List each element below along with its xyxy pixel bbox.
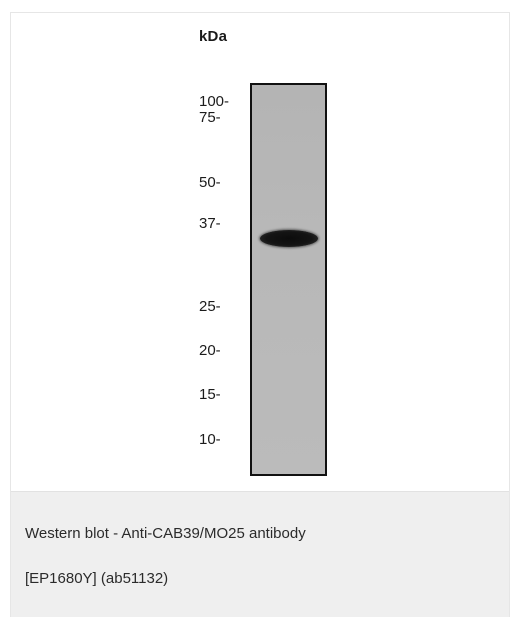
- marker-75: 75-: [199, 109, 221, 126]
- marker-25: 25-: [199, 298, 221, 315]
- protein-band: [260, 230, 318, 247]
- figure-card: kDa 100- 75- 50- 37- 25- 20- 15- 10- Wes…: [10, 12, 510, 617]
- marker-10: 10-: [199, 431, 221, 448]
- marker-15: 15-: [199, 386, 221, 403]
- marker-50: 50-: [199, 174, 221, 191]
- marker-100: 100-: [199, 93, 230, 110]
- marker-37: 37-: [199, 215, 221, 232]
- caption-antibody-id: [EP1680Y] (ab51132): [25, 570, 169, 587]
- western-blot-figure[interactable]: kDa 100- 75- 50- 37- 25- 20- 15- 10-: [11, 13, 509, 491]
- marker-20: 20-: [199, 342, 221, 359]
- blot-lane: [250, 83, 327, 476]
- figure-caption: Western blot - Anti-CAB39/MO25 antibody …: [11, 491, 509, 617]
- kda-unit-label: kDa: [199, 28, 228, 45]
- caption-title: Western blot - Anti-CAB39/MO25 antibody: [25, 525, 306, 542]
